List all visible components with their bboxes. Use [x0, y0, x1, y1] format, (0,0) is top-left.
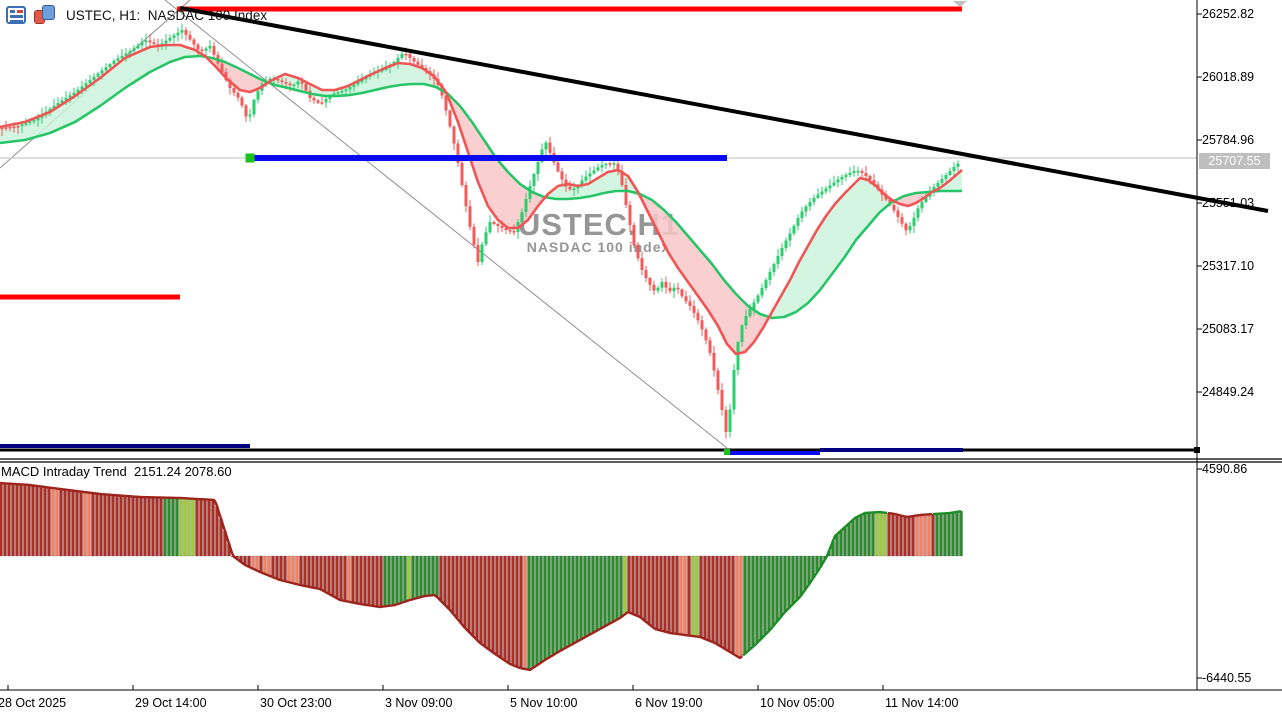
time-axis-label: 28 Oct 2025 [0, 696, 67, 710]
time-axis-label: 6 Nov 19:00 [635, 696, 703, 710]
indicator-signal-value: 2078.60 [184, 464, 232, 479]
indicator-name: MACD Intraday Trend [1, 464, 127, 479]
chart-header: USTEC, H1: NASDAC 100 Index [6, 4, 267, 26]
triangle-line-descending [164, 0, 728, 449]
charts-icon-blue-pane [42, 5, 55, 20]
annotation-lines[interactable] [0, 1, 1269, 455]
indicator-value-1 [127, 464, 134, 479]
ma-trend-cloud [0, 45, 962, 354]
price-axis-label: 26018.89 [1202, 70, 1255, 84]
chart-title: USTEC, H1: NASDAC 100 Index [66, 7, 268, 23]
indicator-macd-value: 2151.24 [133, 464, 181, 479]
entry-marker-left [245, 153, 255, 163]
charts-icon[interactable] [34, 5, 58, 25]
moving-average-lines [0, 43, 963, 356]
price-axis[interactable]: 26252.82 26018.89 25784.96 25551.03 25317.10… [1197, 0, 1282, 690]
price-axis-label: 26252.82 [1202, 7, 1255, 21]
indicator-axis-label: -6440.55 [1202, 671, 1252, 686]
entry-marker-bottom [724, 449, 730, 455]
chart-shift-marker [953, 1, 967, 7]
price-axis-label: 25317.10 [1202, 259, 1255, 273]
time-axis-label: 30 Oct 23:00 [260, 696, 332, 710]
time-axis-label: 10 Nov 05:00 [760, 696, 835, 710]
descending-trendline [179, 6, 1269, 213]
macd-histogram [0, 481, 963, 672]
underlay-lines [0, 0, 1197, 449]
indicator-axis-label: 4590.86 [1202, 462, 1248, 477]
axis-frame [0, 0, 1282, 691]
time-axis-label: 29 Oct 14:00 [135, 696, 207, 710]
quotes-panel-icon[interactable] [6, 6, 26, 24]
current-price-label: 25707.55 [1199, 152, 1270, 169]
price-axis-label: 25784.96 [1202, 133, 1255, 147]
price-axis-label: 24849.24 [1202, 385, 1255, 400]
price-axis-label: 25551.03 [1202, 196, 1255, 210]
indicator-header: MACD Intraday Trend 2151.24 2078.60 [1, 464, 232, 479]
time-axis-label: 3 Nov 09:00 [385, 696, 453, 710]
price-axis-label: 25083.17 [1202, 322, 1255, 336]
time-axis-label: 5 Nov 10:00 [510, 696, 578, 710]
time-axis[interactable]: 28 Oct 2025 29 Oct 14:00 30 Oct 23:00 3 Nov… [0, 691, 1282, 712]
time-axis-label: 11 Nov 14:00 [885, 696, 959, 710]
